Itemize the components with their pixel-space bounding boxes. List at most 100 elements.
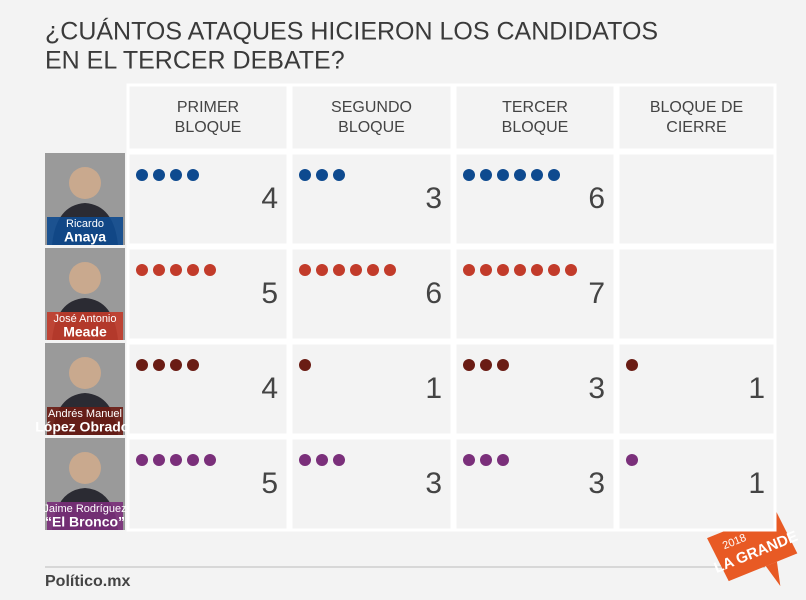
column-header: BLOQUE DE [650, 99, 743, 116]
cell [126, 436, 290, 532]
attack-dot [170, 169, 182, 181]
photo-head [69, 167, 101, 199]
attack-count: 6 [588, 182, 605, 215]
attack-dot [463, 264, 475, 276]
name-label-bg [47, 502, 123, 530]
attack-count: 1 [748, 372, 765, 405]
attack-dot [531, 169, 543, 181]
column-header: CIERRE [666, 119, 726, 136]
attack-dot [170, 359, 182, 371]
title-line: EN EL TERCER DEBATE? [45, 47, 345, 75]
attack-dot [480, 359, 492, 371]
column-header: SEGUNDO [331, 99, 412, 116]
candidate-surname: López Obrador [35, 419, 135, 435]
attack-dot [384, 264, 396, 276]
attack-dot [626, 454, 638, 466]
attack-dot [316, 454, 328, 466]
name-label-bg [47, 407, 123, 435]
attack-dot [463, 169, 475, 181]
cell [126, 151, 290, 247]
name-label-bg [47, 312, 123, 340]
attack-count: 4 [261, 182, 278, 215]
header-cell [289, 83, 454, 152]
attack-dot [367, 264, 379, 276]
attack-dot [204, 454, 216, 466]
candidate-name: José Antonio [54, 313, 117, 325]
attack-dot [480, 169, 492, 181]
title-line: ¿CUÁNTOS ATAQUES HICIERON LOS CANDIDATOS [45, 17, 658, 46]
attack-count: 4 [261, 372, 278, 405]
cell [616, 246, 777, 342]
candidate-surname: Meade [63, 324, 107, 340]
attack-dot [316, 169, 328, 181]
attack-count: 3 [425, 182, 442, 215]
attack-dot [153, 169, 165, 181]
attack-dot [136, 454, 148, 466]
column-header: BLOQUE [338, 119, 405, 136]
attack-count: 5 [261, 467, 278, 500]
attack-dot [333, 264, 345, 276]
attack-dot [497, 169, 509, 181]
attack-dot [350, 264, 362, 276]
cell [126, 341, 290, 437]
cell [453, 341, 617, 437]
attack-dot [187, 264, 199, 276]
cell [126, 246, 290, 342]
attack-dot [170, 264, 182, 276]
attack-dot [497, 454, 509, 466]
cell [616, 436, 777, 532]
attack-count: 3 [588, 467, 605, 500]
attack-count: 1 [425, 372, 442, 405]
attack-dot [204, 264, 216, 276]
candidate-name: Ricardo [66, 218, 104, 230]
candidate-name: Andrés Manuel [48, 408, 122, 420]
attack-dot [514, 264, 526, 276]
attack-dot [565, 264, 577, 276]
cell [289, 246, 454, 342]
attack-count: 6 [425, 277, 442, 310]
cell [289, 436, 454, 532]
attack-dot [136, 359, 148, 371]
attack-dot [299, 169, 311, 181]
attack-dot [531, 264, 543, 276]
cell [453, 151, 617, 247]
attack-dot [548, 264, 560, 276]
cell [289, 151, 454, 247]
cell [289, 341, 454, 437]
attack-dot [548, 169, 560, 181]
attack-dot [480, 454, 492, 466]
column-header: PRIMER [177, 99, 239, 116]
attack-dot [187, 454, 199, 466]
attack-dot [514, 169, 526, 181]
attack-dot [626, 359, 638, 371]
attack-dot [480, 264, 492, 276]
candidate-name: Jaime Rodríguez [43, 503, 126, 515]
attack-dot [170, 454, 182, 466]
attack-dot [153, 454, 165, 466]
attack-dot [153, 264, 165, 276]
attack-dot [497, 359, 509, 371]
attack-dot [497, 264, 509, 276]
attack-count: 7 [588, 277, 605, 310]
candidate-surname: Anaya [64, 229, 106, 245]
attack-dot [333, 169, 345, 181]
attack-dot [136, 169, 148, 181]
attack-dot [463, 359, 475, 371]
header-cell [453, 83, 617, 152]
attack-count: 3 [425, 467, 442, 500]
attack-dot [187, 169, 199, 181]
attack-dot [299, 264, 311, 276]
attack-count: 5 [261, 277, 278, 310]
attack-dot [153, 359, 165, 371]
cell [616, 151, 777, 247]
attack-dot [316, 264, 328, 276]
cell [453, 436, 617, 532]
attack-dot [299, 454, 311, 466]
badge-tail [765, 561, 781, 587]
name-label-bg [47, 217, 123, 245]
attack-dot [333, 454, 345, 466]
attack-dot [187, 359, 199, 371]
attack-count: 3 [588, 372, 605, 405]
header-cell [616, 83, 777, 152]
